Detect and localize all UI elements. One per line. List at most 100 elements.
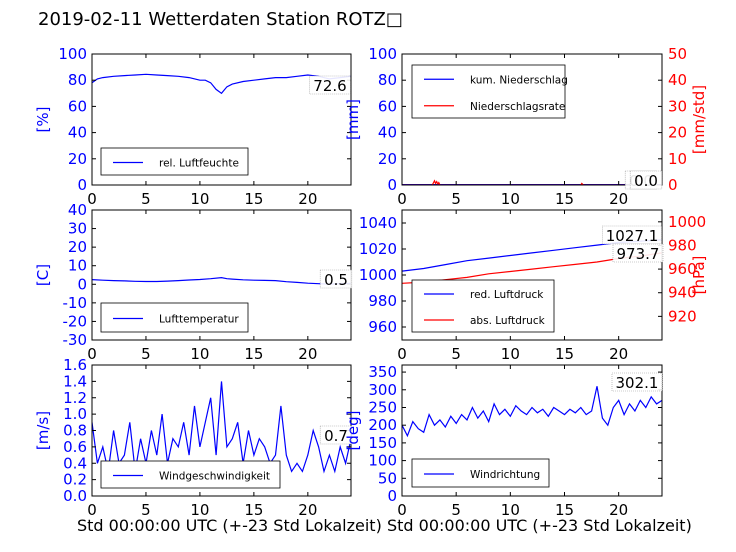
series-line-0	[402, 386, 662, 438]
last-value-label: 1027.1	[606, 227, 659, 245]
y-tick-label-right: 940	[668, 284, 697, 302]
y-axis-label: [C]	[34, 264, 52, 286]
plot-frame	[401, 53, 663, 186]
x-tick-label: 5	[141, 345, 151, 363]
legend: red. Luftdruck abs. Luftdruck	[411, 279, 555, 333]
x-tick-label: 20	[609, 345, 628, 363]
y-tick-label: 0	[387, 176, 397, 194]
x-tick-label: 5	[451, 345, 461, 363]
y-tick-label: 0.8	[63, 422, 87, 440]
y-tick-label: 1.4	[63, 372, 87, 390]
y-tick-label: 80	[68, 71, 87, 89]
value-label-box	[629, 170, 663, 190]
plot-frame	[91, 53, 352, 186]
x-tick-label: 15	[555, 501, 574, 519]
legend-label: Windrichtung	[470, 469, 540, 481]
x-tick-label: 5	[451, 190, 461, 208]
value-label-box	[309, 75, 351, 95]
x-axis-label-left: Std 00:00:00 UTC (+-23 Std Lokalzeit)	[77, 516, 382, 535]
y-tick-label: 0	[77, 176, 87, 194]
legend-label: red. Luftdruck	[470, 289, 544, 301]
plot-frame	[401, 364, 663, 497]
value-label-box	[611, 372, 663, 392]
y-tick-label: 60	[378, 97, 397, 115]
y-axis-label: [mm]	[344, 99, 362, 140]
y-tick-label: 30	[68, 220, 87, 238]
x-tick-label: 15	[244, 501, 263, 519]
x-tick-label: 10	[501, 190, 520, 208]
y-tick-label: 20	[68, 150, 87, 168]
y-tick-label: 300	[368, 381, 397, 399]
chart-temperature: 0 5 10 15 20-30-20-10010203040[C]Lufttempera…	[34, 201, 353, 363]
legend: kum. Niederschlag Niederschlagsrate	[411, 64, 568, 119]
x-tick-label: 0	[87, 190, 97, 208]
x-tick-label: 0	[397, 501, 407, 519]
figure-title: 2019-02-11 Wetterdaten Station ROTZ□	[38, 9, 403, 30]
legend-box	[100, 302, 249, 333]
y-tick-label: 1000	[359, 266, 397, 284]
y-tick-label: 100	[368, 45, 397, 63]
value-label-box	[612, 243, 664, 263]
x-tick-label: 20	[298, 345, 317, 363]
x-tick-label: 5	[141, 501, 151, 519]
y-tick-label: 150	[368, 434, 397, 452]
y-axis-label-right: [mm/std]	[690, 85, 708, 154]
value-label-box	[319, 269, 353, 289]
y-tick-label: -30	[63, 331, 88, 349]
x-tick-label: 0	[397, 190, 407, 208]
x-tick-label: 10	[501, 501, 520, 519]
legend: Lufttemperatur	[100, 302, 249, 333]
y-tick-label: 40	[378, 124, 397, 142]
x-tick-label: 20	[609, 501, 628, 519]
legend: Windgeschwindigkeit	[100, 460, 281, 489]
y-tick-label: 0	[77, 275, 87, 293]
x-tick-label: 20	[609, 190, 628, 208]
y-tick-label: 1.2	[63, 389, 87, 407]
y-tick-label: 1.0	[63, 405, 87, 423]
x-tick-label: 15	[555, 345, 574, 363]
y-tick-label: 100	[368, 452, 397, 470]
last-value-label: 0.0	[634, 172, 658, 190]
y-axis-label: [m/s]	[34, 411, 52, 450]
last-value-label: 0.7	[324, 427, 348, 445]
y-tick-label: 20	[378, 150, 397, 168]
y-axis-label: [%]	[34, 107, 52, 133]
chart-winddirection: 0 5 10 15 20050100150200250300350[deg]Windri…	[344, 363, 663, 519]
value-label-box	[319, 425, 353, 445]
legend-box	[411, 458, 550, 488]
x-tick-label: 5	[141, 190, 151, 208]
legend-label: Lufttemperatur	[159, 314, 239, 326]
y-tick-label-right: 920	[668, 307, 697, 325]
legend-box	[100, 147, 249, 176]
x-tick-label: 0	[87, 501, 97, 519]
y-tick-label-right: 0	[668, 176, 678, 194]
last-value-label: 302.1	[616, 374, 659, 392]
y-tick-label: 1040	[359, 214, 397, 232]
y-tick-label: 0.4	[63, 454, 87, 472]
y-tick-label: 200	[368, 416, 397, 434]
legend-label: Niederschlagsrate	[470, 101, 565, 113]
y-axis-label-right: [hPa]	[690, 256, 708, 295]
y-tick-label: 250	[368, 398, 397, 416]
x-tick-label: 15	[244, 190, 263, 208]
y-tick-label-right: 10	[668, 150, 687, 168]
y-tick-label: 40	[68, 124, 87, 142]
y-tick-label-right: 20	[668, 124, 687, 142]
y-tick-label: 10	[68, 257, 87, 275]
y-tick-label: 0.0	[63, 487, 87, 505]
x-tick-label: 10	[190, 501, 209, 519]
y-tick-label-right: 50	[668, 45, 687, 63]
legend-box	[411, 64, 566, 119]
y-tick-label-right: 30	[668, 97, 687, 115]
y-tick-label-right: 960	[668, 260, 697, 278]
legend: Windrichtung	[411, 458, 550, 488]
y-tick-label: -20	[63, 312, 88, 330]
chart-precipitation: 0 5 10 15 20 0 20 40 60 80 100 0 10 20 30 40 50 [mm] [mm/s…	[344, 45, 708, 208]
chart-humidity: 0 5 10 15 20 0 20 40 60 80 100 [%] rel. Luftfeuchte 7…	[34, 45, 352, 208]
chart-pressure: 0 5 10 15 20 960 980 1000 1020 1040 920 940 960 980 10…	[359, 209, 708, 363]
y-tick-label: 0.2	[63, 471, 87, 489]
x-tick-label: 5	[451, 501, 461, 519]
y-tick-label: 1.6	[63, 356, 87, 374]
y-tick-label: 0	[387, 487, 397, 505]
